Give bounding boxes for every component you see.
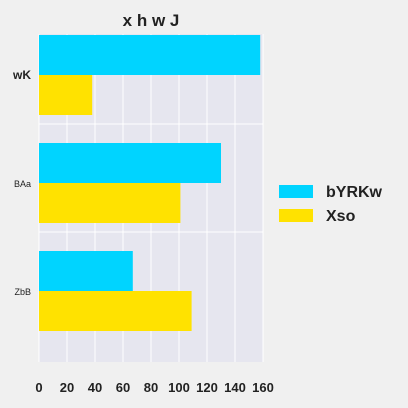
legend-swatch	[279, 185, 313, 198]
x-tick-label: 0	[35, 380, 42, 395]
x-axis-ticks: 0 20 40 60 80 100 120 140 160	[35, 380, 273, 395]
legend: bYRKw Xso	[279, 184, 383, 225]
bar-bYRKw-BAa	[39, 143, 221, 183]
bar-Xso-ZbB	[39, 291, 192, 331]
x-tick-label: 120	[196, 380, 218, 395]
x-tick-label: 40	[88, 380, 102, 395]
legend-label: Xso	[326, 208, 356, 225]
bars	[39, 35, 261, 331]
bar-Xso-wK	[39, 75, 93, 115]
legend-swatch	[279, 209, 313, 222]
y-axis-categories: wK BAa ZbB	[12, 68, 31, 297]
bar-Xso-BAa	[39, 183, 181, 223]
x-tick-label: 160	[252, 380, 274, 395]
y-category-label: BAa	[14, 179, 31, 189]
bar-bYRKw-wK	[39, 35, 261, 75]
y-category-label: wK	[12, 68, 31, 82]
x-tick-label: 140	[224, 380, 246, 395]
x-tick-label: 60	[116, 380, 130, 395]
y-category-label: ZbB	[14, 287, 31, 297]
chart-title: x h w J	[123, 11, 180, 30]
legend-label: bYRKw	[326, 184, 383, 201]
x-tick-label: 80	[144, 380, 158, 395]
x-tick-label: 100	[168, 380, 190, 395]
bar-bYRKw-ZbB	[39, 251, 133, 291]
x-tick-label: 20	[60, 380, 74, 395]
